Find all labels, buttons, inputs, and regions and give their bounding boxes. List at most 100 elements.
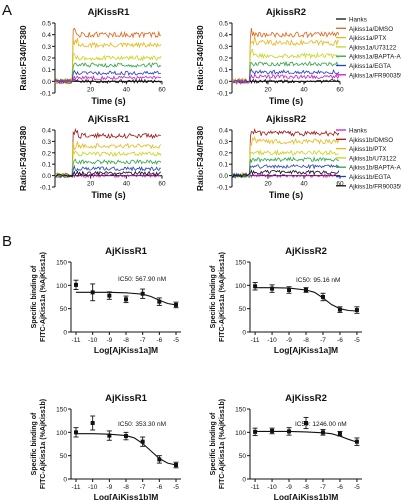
x-tick-label: 60 bbox=[158, 181, 166, 188]
x-tick-label: 60 bbox=[336, 181, 344, 188]
chart-title: AjKissR1 bbox=[105, 393, 147, 404]
legend-label: Ajkiss1a/FR900359 bbox=[349, 72, 401, 79]
series-line-1 bbox=[231, 172, 340, 178]
chart-2: AjkissR2 -0.1 0.0 0.1 0.2 0.3 0.4 0.5 20 40 60 Time… bbox=[195, 7, 344, 106]
x-axis-label: Time (s) bbox=[269, 96, 303, 106]
y-tick-label: 0.2 bbox=[219, 56, 228, 63]
series-line-6 bbox=[231, 163, 340, 179]
series-line-7 bbox=[231, 73, 340, 84]
x-tick-label: -8 bbox=[303, 484, 309, 491]
chart-title: AjKissR2 bbox=[285, 393, 327, 404]
chart-title: AjkissR2 bbox=[266, 114, 306, 125]
data-point bbox=[337, 431, 342, 436]
legend-label: Ajkiss1a/DMSO bbox=[349, 26, 393, 33]
y-axis-label: Ratio:F340/F380 bbox=[18, 25, 28, 90]
data-point bbox=[304, 288, 308, 292]
x-tick-label: -8 bbox=[303, 337, 309, 344]
x-tick-label: 40 bbox=[300, 181, 308, 188]
y-tick-label: 0.4 bbox=[42, 32, 51, 39]
x-tick-label: -10 bbox=[88, 337, 98, 344]
y-tick-label: 150 bbox=[235, 407, 246, 414]
panel-label-b: B bbox=[2, 233, 12, 250]
data-point bbox=[253, 429, 258, 434]
series-line-5 bbox=[54, 62, 162, 84]
x-tick-label: 40 bbox=[123, 86, 131, 93]
x-axis-label: Log[AjKiss1a]M bbox=[274, 345, 338, 355]
y-tick-label: 0.4 bbox=[219, 32, 228, 39]
y-tick-label: 0.3 bbox=[219, 44, 228, 51]
y-axis-label: Specific binding of bbox=[210, 412, 217, 475]
series-line-4 bbox=[231, 149, 340, 179]
data-point bbox=[354, 308, 359, 313]
y-tick-label: 100 bbox=[56, 430, 67, 437]
legend-a-bottom: Hanks Ajkiss1b/DMSO Ajkiss1b/PTX Ajkiss1b/U… bbox=[336, 128, 401, 190]
y-tick-label: 50 bbox=[239, 306, 247, 313]
y-tick-label: -0.1 bbox=[40, 185, 52, 192]
x-tick-label: -7 bbox=[320, 484, 326, 491]
x-tick-label: -11 bbox=[72, 337, 81, 344]
panel-label-a: A bbox=[2, 2, 12, 19]
data-point bbox=[270, 428, 275, 433]
y-axis-label: Ratio:F340/F380 bbox=[195, 25, 205, 90]
chart-title: AjKissR1 bbox=[88, 7, 130, 18]
y-tick-label: 0 bbox=[63, 477, 67, 484]
x-tick-label: 20 bbox=[264, 86, 272, 93]
x-axis-label: Log[AjKiss1b]M bbox=[94, 492, 159, 500]
y-axis-label: Specific binding of bbox=[31, 412, 38, 475]
x-tick-label: -6 bbox=[156, 484, 162, 491]
y-tick-label: 150 bbox=[56, 407, 67, 414]
y-tick-label: 0.1 bbox=[219, 67, 228, 74]
series-line-2 bbox=[231, 127, 340, 179]
data-point bbox=[107, 433, 112, 438]
y-tick-label: 100 bbox=[235, 430, 246, 437]
y-tick-label: 0.3 bbox=[219, 139, 228, 146]
x-tick-label: -7 bbox=[320, 337, 326, 344]
x-tick-label: 40 bbox=[300, 86, 308, 93]
chart-title: AjKissR1 bbox=[105, 246, 147, 257]
data-point bbox=[90, 421, 95, 425]
x-tick-label: -11 bbox=[251, 337, 260, 344]
chart-5: AjKissR1 0 50 100 150 -11 -10 -9 -8 -7 -6 -5 Log[AjK… bbox=[31, 246, 181, 355]
series-line-6 bbox=[231, 68, 340, 84]
ic50-annotation: IC50: 1246.00 nM bbox=[295, 421, 347, 428]
chart-7: AjKissR1 0 50 100 150 -11 -10 -9 -8 -7 -6 -5 Log[AjK… bbox=[31, 393, 181, 500]
chart-1: AjKissR1 -0.1 0.0 0.1 0.2 0.3 0.4 0.5 20 40 60 Time… bbox=[18, 7, 166, 106]
x-tick-label: -9 bbox=[106, 484, 112, 491]
legend-label: Ajkiss1a/BAPTA-AM bbox=[349, 54, 401, 61]
x-axis-label: Time (s) bbox=[91, 190, 125, 200]
x-tick-label: -10 bbox=[88, 484, 98, 491]
y-axis-label: Ratio:F340/F380 bbox=[195, 126, 205, 191]
series-line-6 bbox=[54, 69, 161, 84]
data-point bbox=[287, 429, 292, 434]
y-tick-label: 0.1 bbox=[219, 162, 228, 169]
data-point bbox=[320, 430, 325, 435]
data-point bbox=[157, 299, 162, 304]
data-point bbox=[107, 293, 112, 298]
fit-curve bbox=[255, 287, 357, 312]
chart-title: AjKissR2 bbox=[285, 246, 327, 257]
legend-label: Hanks bbox=[349, 17, 367, 24]
y-tick-label: 0.5 bbox=[219, 21, 228, 28]
legend-label: Ajkiss1a/PTX bbox=[349, 35, 387, 42]
y-axis-label: Specific binding of bbox=[210, 265, 217, 328]
x-tick-label: 20 bbox=[87, 86, 95, 93]
chart-8: AjKissR2 0 50 100 150 -11 -10 -9 -8 -7 -6 -5 Log[AjK… bbox=[210, 393, 362, 500]
legend-label: Ajkiss1b/BAPTA-AM bbox=[349, 165, 401, 172]
x-tick-label: 20 bbox=[87, 181, 95, 188]
y-tick-label: 100 bbox=[235, 283, 246, 290]
x-tick-label: -6 bbox=[156, 337, 162, 344]
data-point bbox=[74, 430, 78, 435]
data-point bbox=[253, 284, 258, 289]
legend-label: Ajkiss1b/EGTA bbox=[349, 174, 392, 181]
y-tick-label: 50 bbox=[60, 453, 68, 460]
y-tick-label: -0.1 bbox=[40, 91, 52, 98]
series-line-4 bbox=[54, 150, 162, 179]
x-tick-label: 60 bbox=[158, 86, 166, 93]
series-line-7 bbox=[231, 169, 340, 178]
x-tick-label: -9 bbox=[286, 484, 292, 491]
x-tick-label: -9 bbox=[286, 337, 292, 344]
chart-title: AjkissR2 bbox=[266, 7, 306, 18]
y-tick-label: 100 bbox=[56, 283, 67, 290]
y-tick-label: 0.3 bbox=[42, 44, 51, 51]
